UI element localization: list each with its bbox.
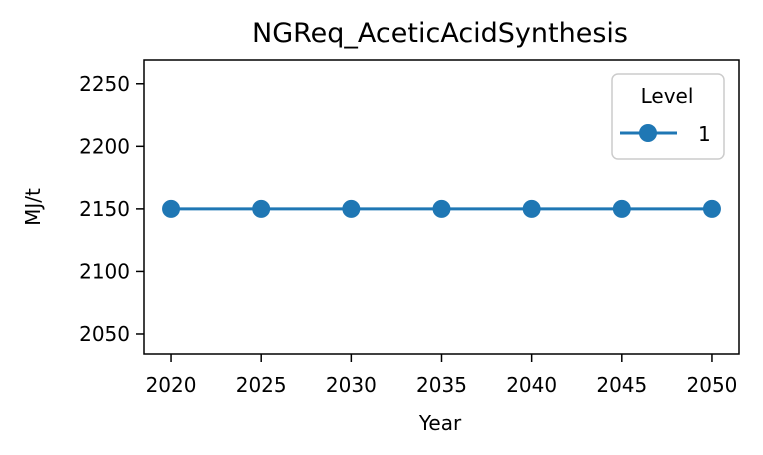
x-tick-label: 2050 <box>687 373 738 397</box>
data-point <box>252 199 271 218</box>
y-tick-label: 2250 <box>79 72 130 96</box>
x-tick-label: 2025 <box>236 373 287 397</box>
data-point <box>432 199 451 218</box>
data-point <box>522 199 541 218</box>
chart-title: NGReq_AceticAcidSynthesis <box>252 18 628 49</box>
y-axis-label: MJ/t <box>21 188 45 226</box>
data-point <box>342 199 361 218</box>
data-point <box>612 199 631 218</box>
y-ticks: 2050 2100 2150 2200 2250 <box>79 72 144 346</box>
x-tick-label: 2035 <box>416 373 467 397</box>
data-point <box>702 199 721 218</box>
x-tick-label: 2030 <box>326 373 377 397</box>
legend: Level 1 <box>611 73 725 160</box>
x-tick-label: 2040 <box>506 373 557 397</box>
x-tick-label: 2045 <box>596 373 647 397</box>
y-tick-label: 2150 <box>79 197 130 221</box>
y-tick-label: 2050 <box>79 322 130 346</box>
x-tick-label: 2020 <box>146 373 197 397</box>
data-point <box>162 199 181 218</box>
legend-marker-sample <box>639 124 657 142</box>
legend-box <box>611 73 725 160</box>
x-ticks: 2020 2025 2030 2035 2040 2045 2050 <box>146 354 738 397</box>
plot-area: 2050 2100 2150 2200 2250 2020 2025 2030 2035 204… <box>79 59 740 397</box>
y-tick-label: 2100 <box>79 259 130 283</box>
series-layer <box>162 199 721 218</box>
y-tick-label: 2200 <box>79 134 130 158</box>
x-axis-label: Year <box>418 411 462 435</box>
plot-frame <box>143 59 740 355</box>
legend-label: 1 <box>698 122 711 146</box>
legend-title: Level <box>641 84 694 108</box>
